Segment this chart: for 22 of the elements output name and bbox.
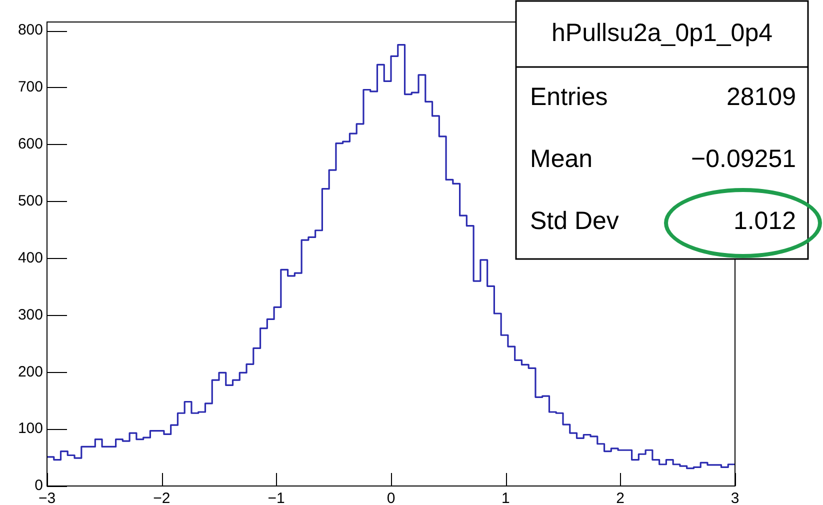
annotation: Std Dev	[530, 206, 620, 235]
y-tick-label: 200	[18, 363, 43, 380]
annotation: −0.09251	[691, 144, 796, 173]
annotation: 28109	[726, 82, 796, 111]
x-tick-label: 2	[616, 490, 625, 505]
x-tick-label: −3	[38, 490, 56, 505]
x-tick-label: −2	[153, 490, 170, 505]
x-tick-label: 1	[501, 490, 510, 505]
y-tick-label: 100	[18, 420, 43, 438]
y-tick-label: 600	[18, 136, 43, 153]
annotation: Mean	[530, 144, 593, 173]
y-tick-label: 300	[18, 306, 43, 324]
x-tick-label: 0	[386, 490, 396, 505]
annotation: Entries	[530, 82, 608, 111]
annotation: 1.012	[733, 206, 796, 235]
y-tick-label: 800	[18, 22, 43, 39]
x-tick-label: 3	[730, 490, 740, 505]
y-tick-label: 700	[18, 78, 43, 96]
x-tick-label: −1	[268, 490, 285, 505]
y-tick-label: 500	[18, 192, 43, 210]
annotation: hPullsu2a_0p1_0p4	[551, 18, 773, 47]
y-tick-label: 400	[18, 249, 43, 266]
